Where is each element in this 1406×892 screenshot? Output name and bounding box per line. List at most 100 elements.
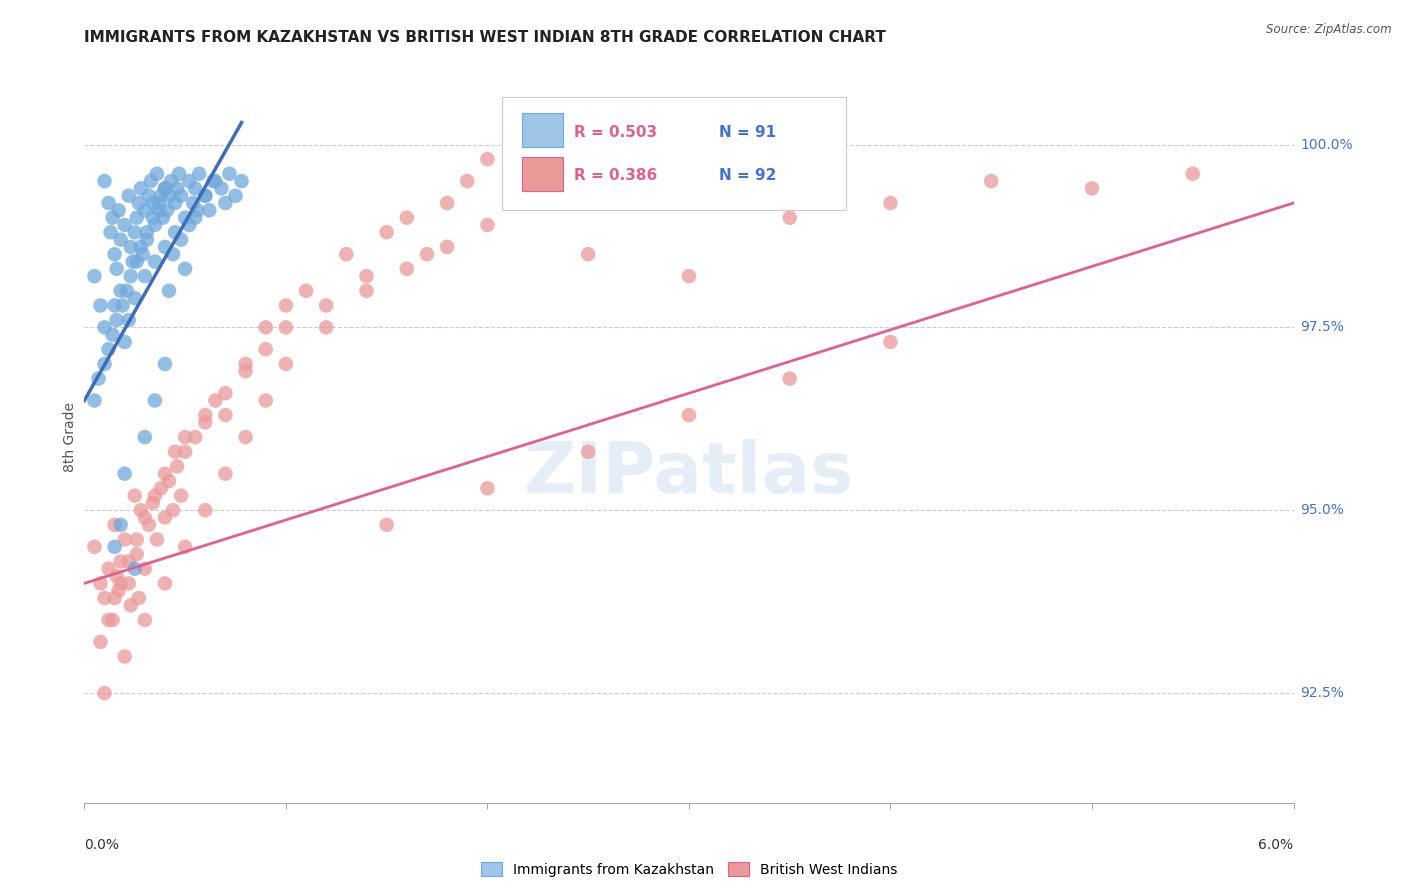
Text: IMMIGRANTS FROM KAZAKHSTAN VS BRITISH WEST INDIAN 8TH GRADE CORRELATION CHART: IMMIGRANTS FROM KAZAKHSTAN VS BRITISH WE… (84, 29, 886, 45)
Point (209, 181, 232, 195)
Point (134, 203, 156, 218)
Point (678, 269, 700, 284)
Point (477, 218, 499, 232)
Point (143, 218, 166, 232)
Point (142, 196, 165, 211)
Point (395, 261, 418, 276)
Point (153, 576, 176, 591)
Point (174, 540, 197, 554)
Point (139, 174, 162, 188)
Point (93, 686, 115, 700)
Point (167, 167, 190, 181)
Point (104, 517, 127, 532)
Point (153, 467, 176, 481)
Point (184, 430, 207, 444)
Text: R = 0.503: R = 0.503 (574, 125, 657, 139)
Point (576, 444, 599, 458)
Point (101, 327, 124, 342)
Point (678, 188, 700, 202)
Point (375, 517, 398, 532)
Point (174, 430, 197, 444)
Point (104, 540, 127, 554)
FancyBboxPatch shape (522, 113, 564, 146)
Point (93, 320, 115, 334)
Point (134, 510, 156, 524)
Point (163, 225, 186, 239)
Point (153, 240, 176, 254)
Point (128, 591, 150, 605)
Point (157, 284, 180, 298)
Text: 95.0%: 95.0% (1301, 503, 1344, 517)
Point (135, 225, 157, 239)
Point (129, 503, 152, 517)
Point (125, 254, 148, 268)
Point (142, 496, 165, 510)
Point (170, 188, 193, 202)
Point (128, 196, 150, 211)
Point (125, 547, 148, 561)
Point (143, 489, 166, 503)
Point (235, 357, 257, 371)
Point (118, 554, 141, 568)
Point (179, 174, 201, 188)
Point (129, 240, 152, 254)
Point (152, 211, 174, 225)
Point (315, 298, 337, 312)
Y-axis label: 8th Grade: 8th Grade (63, 402, 77, 472)
Point (356, 284, 378, 298)
Point (436, 196, 458, 211)
Point (153, 510, 176, 524)
Point (93, 357, 115, 371)
Point (477, 152, 499, 166)
Point (120, 599, 142, 613)
Point (120, 240, 142, 254)
Point (89, 576, 111, 591)
Point (111, 298, 134, 312)
Point (153, 357, 176, 371)
Point (143, 393, 166, 408)
Point (114, 467, 136, 481)
Point (124, 291, 146, 305)
Point (138, 517, 160, 532)
Point (104, 591, 127, 605)
Point (125, 533, 148, 547)
Point (105, 261, 128, 276)
Point (110, 284, 132, 298)
Point (149, 188, 172, 202)
Point (149, 481, 172, 495)
Point (375, 225, 398, 239)
Point (637, 174, 659, 188)
Point (110, 554, 132, 568)
Point (134, 613, 156, 627)
Point (129, 181, 152, 195)
Point (166, 459, 188, 474)
Point (980, 174, 1002, 188)
Point (194, 503, 217, 517)
Point (231, 174, 253, 188)
Point (188, 167, 211, 181)
Text: N = 92: N = 92 (720, 169, 776, 184)
Point (120, 269, 142, 284)
Point (97, 343, 120, 357)
Point (104, 247, 127, 261)
Point (274, 357, 297, 371)
Point (135, 233, 157, 247)
Point (779, 211, 801, 225)
Point (89, 298, 111, 312)
FancyBboxPatch shape (502, 97, 846, 211)
Point (179, 218, 201, 232)
Point (118, 576, 141, 591)
Point (166, 181, 188, 195)
Point (576, 247, 599, 261)
Point (148, 196, 170, 211)
Point (83, 269, 105, 284)
Point (142, 211, 165, 225)
Point (162, 247, 184, 261)
Point (356, 269, 378, 284)
Point (153, 181, 176, 195)
Point (204, 393, 226, 408)
Point (678, 408, 700, 422)
Point (97, 613, 120, 627)
Point (214, 386, 236, 401)
Point (174, 261, 197, 276)
